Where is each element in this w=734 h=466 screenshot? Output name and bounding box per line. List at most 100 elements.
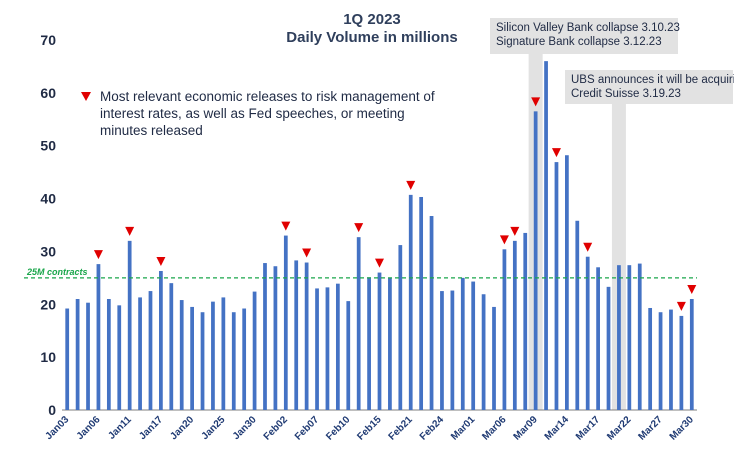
reference-layer: 25M contracts: [24, 267, 697, 279]
bar: [65, 308, 70, 410]
annotation-callout-text: Signature Bank collapse 3.12.23: [496, 36, 662, 48]
x-tick-label: Feb15: [355, 414, 384, 443]
legend-text-line-1: Most relevant economic releases to risk …: [100, 89, 435, 104]
bar: [117, 305, 122, 410]
bar: [554, 162, 559, 410]
bar: [75, 299, 80, 410]
bar: [273, 266, 278, 410]
bar: [533, 111, 538, 410]
bar: [138, 297, 142, 410]
bar: [585, 256, 590, 410]
bar: [304, 262, 309, 410]
annotation-callout-text: UBS announces it will be acquiring: [571, 74, 734, 86]
x-tick-label: Mar09: [512, 414, 541, 443]
bar: [627, 265, 632, 410]
x-tick-label: Jan11: [106, 414, 134, 442]
release-marker: [499, 235, 509, 245]
bar: [346, 301, 351, 410]
bar: [637, 263, 642, 410]
bar: [294, 260, 299, 410]
release-marker: [406, 180, 416, 190]
bar: [460, 277, 465, 410]
bar: [190, 306, 194, 410]
chart-title-line-1: 1Q 2023: [343, 11, 401, 28]
bar: [252, 291, 257, 410]
x-tick-label: Jan03: [43, 414, 71, 442]
annotation-callout-box: [565, 70, 733, 104]
x-tick-label: Mar30: [668, 414, 697, 443]
x-tick-label: Mar22: [605, 414, 634, 443]
bar: [242, 308, 247, 410]
bar: [502, 249, 507, 410]
bar: [679, 315, 684, 410]
y-tick-label: 20: [40, 296, 56, 312]
release-marker: [583, 242, 593, 252]
bar: [523, 232, 528, 410]
bar: [544, 61, 548, 411]
bar: [689, 299, 694, 410]
bar: [481, 294, 486, 410]
bar: [648, 307, 653, 410]
bar: [408, 194, 413, 410]
annotation-highlight-band: [611, 70, 626, 410]
release-marker: [375, 258, 384, 268]
x-tick-label: Mar14: [543, 414, 572, 443]
bar: [263, 263, 267, 410]
legend: Most relevant economic releases to risk …: [81, 89, 435, 138]
x-tick-label: Jan06: [75, 414, 103, 442]
legend-text-line-2: interest rates, as well as Fed speeches,…: [100, 106, 405, 121]
bar: [606, 286, 611, 410]
bar: [200, 312, 205, 410]
release-marker: [156, 256, 166, 266]
bar: [450, 290, 455, 410]
x-tick-label: Jan20: [168, 414, 196, 442]
x-tick-label: Jan17: [137, 414, 165, 442]
bar: [86, 302, 90, 410]
bar: [669, 309, 673, 410]
bar: [492, 306, 496, 410]
bar: [356, 237, 361, 410]
x-tick-label: Feb24: [418, 414, 447, 443]
annotation-callout-text: Silicon Valley Bank collapse 3.10.23: [496, 22, 680, 34]
bar: [471, 281, 476, 410]
text-layer: 1Q 2023 Daily Volume in millions Most re…: [81, 11, 734, 138]
bar: [398, 245, 403, 410]
bar: [179, 300, 184, 410]
bar: [335, 283, 340, 410]
y-tick-label: 70: [40, 32, 56, 48]
bar: [96, 264, 101, 410]
x-tick-label: Feb10: [324, 414, 353, 443]
chart-title-line-2: Daily Volume in millions: [286, 29, 457, 46]
bar-layer: [65, 61, 694, 411]
y-tick-label: 60: [40, 85, 56, 101]
x-tick-label: Mar01: [449, 414, 478, 443]
bar: [148, 291, 153, 410]
bar: [315, 288, 319, 410]
bar: [565, 155, 569, 410]
bar: [440, 291, 444, 410]
release-marker: [531, 97, 541, 107]
bar: [169, 283, 174, 410]
x-tick-label: Jan25: [200, 414, 228, 442]
annotation-callout-box: [490, 18, 678, 54]
y-tick-label: 50: [40, 138, 56, 154]
legend-text-line-3: minutes released: [100, 123, 203, 138]
release-marker: [281, 221, 291, 231]
x-tick-label: Jan30: [231, 414, 259, 442]
x-tick-label: Feb21: [387, 414, 416, 443]
bar: [596, 267, 600, 410]
legend-marker-icon: [81, 92, 91, 101]
highlight-layer: [490, 18, 733, 410]
bar: [429, 216, 434, 410]
bar: [231, 312, 236, 410]
y-tick-label: 40: [40, 191, 56, 207]
y-tick-label: 0: [48, 402, 56, 418]
bar: [575, 220, 580, 410]
release-marker: [125, 226, 135, 236]
bar: [512, 240, 517, 410]
y-tick-label: 30: [40, 243, 56, 259]
x-tick-label: Feb07: [293, 414, 322, 443]
y-tick-label: 10: [40, 349, 56, 365]
